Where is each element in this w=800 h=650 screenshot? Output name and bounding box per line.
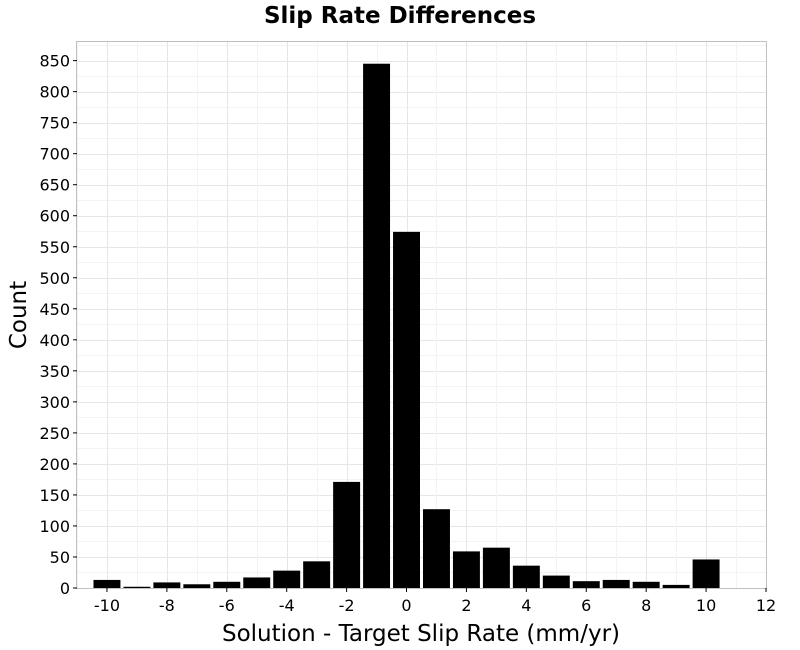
chart-title: Slip Rate Differences bbox=[264, 3, 536, 29]
y-axis-label: Count bbox=[6, 281, 32, 349]
bar bbox=[153, 582, 181, 588]
bar bbox=[692, 559, 720, 588]
bar bbox=[542, 575, 570, 588]
y-tick-label: 300 bbox=[39, 393, 70, 412]
x-tick-label: 8 bbox=[641, 596, 651, 615]
y-axis-ticks: 0 50 100 150 200 250 300 350 400 450 500 550 600 650 7… bbox=[39, 52, 77, 598]
bar bbox=[423, 509, 450, 588]
x-tick-label: 4 bbox=[521, 596, 531, 615]
x-tick-label: -4 bbox=[279, 596, 295, 615]
y-tick-label: 150 bbox=[39, 486, 70, 505]
x-tick-label: 6 bbox=[581, 596, 591, 615]
x-tick-label: -6 bbox=[219, 596, 235, 615]
bar bbox=[243, 577, 271, 588]
bar bbox=[333, 481, 361, 588]
bars bbox=[93, 63, 720, 589]
bar bbox=[572, 581, 600, 588]
bar bbox=[632, 581, 660, 588]
x-axis-label: Solution - Target Slip Rate (mm/yr) bbox=[222, 621, 620, 647]
bar bbox=[482, 547, 510, 588]
grid-lines bbox=[77, 42, 767, 589]
bar bbox=[183, 584, 211, 588]
x-tick-label: 2 bbox=[461, 596, 471, 615]
bar bbox=[273, 570, 301, 588]
y-tick-label: 600 bbox=[39, 207, 70, 226]
bar bbox=[303, 561, 331, 588]
bar bbox=[602, 579, 630, 588]
y-tick-label: 500 bbox=[39, 269, 70, 288]
bar bbox=[93, 579, 121, 588]
x-tick-label: -10 bbox=[94, 596, 120, 615]
bar bbox=[512, 565, 540, 588]
x-axis-ticks: -10 -8 -6 -4 -2 0 2 4 6 8 10 12 bbox=[94, 588, 776, 615]
plot-frame bbox=[76, 41, 767, 589]
y-tick-label: 650 bbox=[39, 176, 70, 195]
bar bbox=[393, 231, 420, 589]
y-tick-label: 400 bbox=[39, 331, 70, 350]
y-tick-label: 250 bbox=[39, 424, 70, 443]
y-tick-label: 450 bbox=[39, 300, 70, 319]
y-tick-label: 800 bbox=[39, 83, 70, 102]
bar bbox=[363, 63, 391, 589]
y-tick-label: 50 bbox=[50, 548, 70, 567]
y-tick-label: 550 bbox=[39, 238, 70, 257]
y-tick-label: 350 bbox=[39, 362, 70, 381]
x-tick-label: -8 bbox=[159, 596, 175, 615]
y-tick-label: 100 bbox=[39, 517, 70, 536]
x-tick-label: 12 bbox=[756, 596, 776, 615]
y-tick-label: 700 bbox=[39, 145, 70, 164]
bar bbox=[452, 551, 480, 588]
bar bbox=[662, 584, 690, 588]
x-tick-label: 10 bbox=[696, 596, 716, 615]
x-tick-label: 0 bbox=[401, 596, 411, 615]
y-tick-label: 850 bbox=[39, 52, 70, 71]
y-tick-label: 0 bbox=[60, 579, 70, 598]
y-tick-label: 750 bbox=[39, 114, 70, 133]
x-tick-label: -2 bbox=[339, 596, 355, 615]
y-tick-label: 200 bbox=[39, 455, 70, 474]
bar bbox=[123, 586, 151, 588]
bar bbox=[213, 581, 241, 588]
